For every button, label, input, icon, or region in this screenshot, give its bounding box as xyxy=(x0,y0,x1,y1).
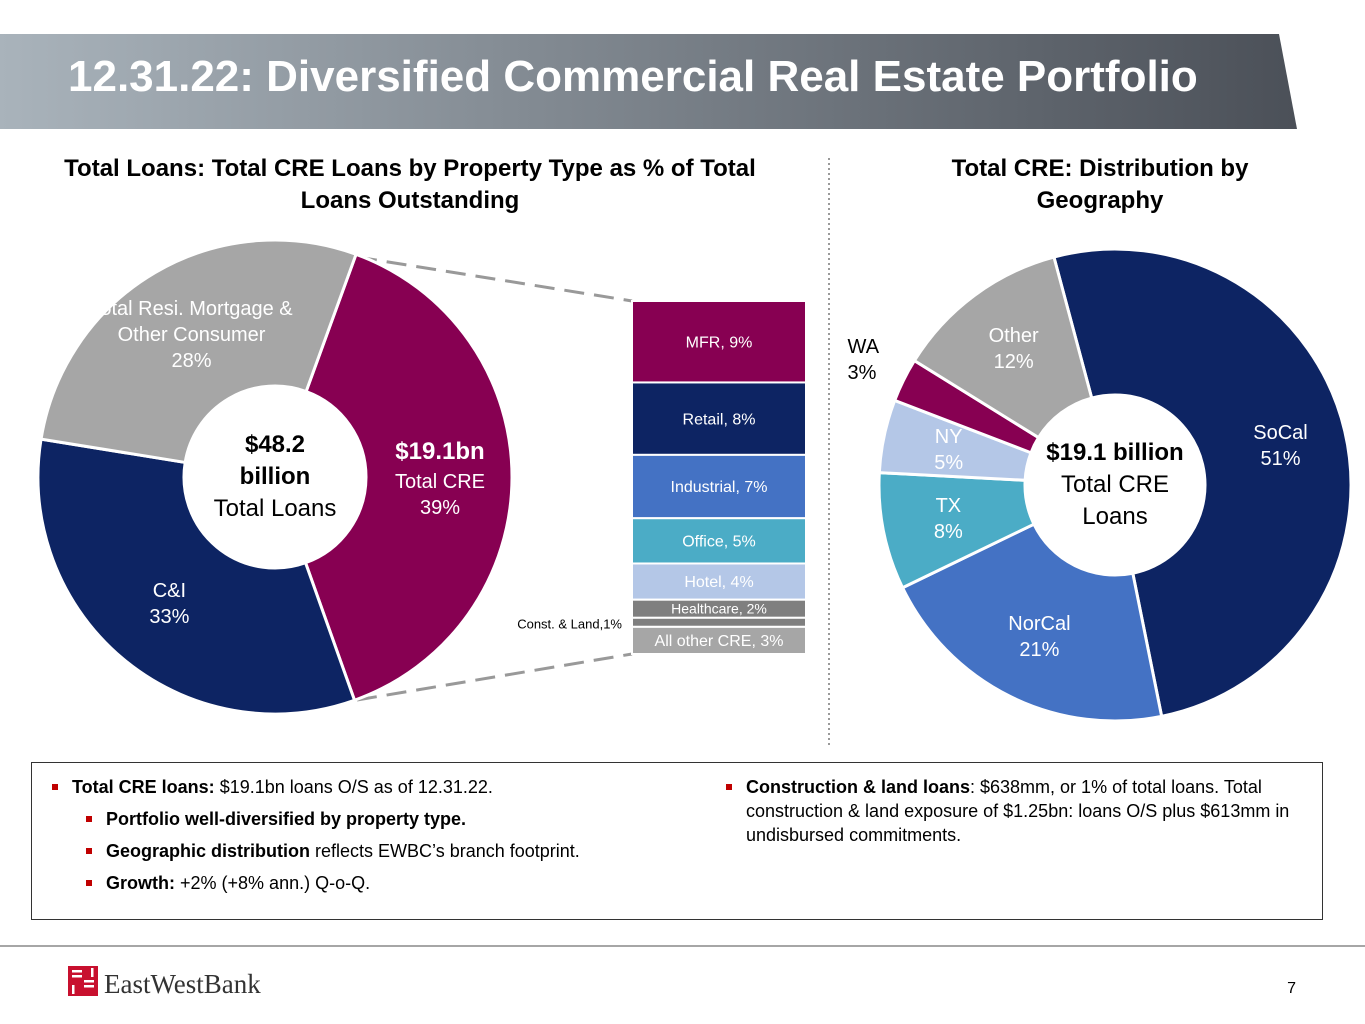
slice xyxy=(303,252,514,703)
value-label: 5% xyxy=(934,451,964,474)
value-label: 33% xyxy=(149,605,190,628)
slice-label: NY 5% xyxy=(934,424,963,476)
value-label: 8% xyxy=(933,520,963,543)
category-label: C&I xyxy=(152,579,187,602)
segment-label: All other CRE, 3% xyxy=(655,633,784,650)
slice-label: WA 3% xyxy=(848,334,879,386)
value-label: 28% xyxy=(171,349,212,372)
bar-segment xyxy=(631,517,807,565)
segment-label: Office, 5% xyxy=(682,533,756,550)
category-label: WA xyxy=(847,336,880,359)
chart-title: Total CRE: Distribution by Geography xyxy=(951,155,1249,214)
category-label: Total Resi. Mortgage & Other Consumer xyxy=(90,297,293,346)
bullet-bold: Construction & land loans xyxy=(746,777,971,797)
category-label: Total CRE xyxy=(394,470,485,493)
bullet-bold: Total CRE loans: xyxy=(72,777,215,797)
category-label: SoCal xyxy=(1253,422,1308,445)
segment-label: MFR, 9% xyxy=(686,334,753,351)
category-label: Other xyxy=(988,324,1039,347)
slice xyxy=(912,255,1094,440)
center-caption: Total Loans xyxy=(213,495,337,522)
logo-text: EastWestBank xyxy=(104,969,261,999)
center-label: $19.1 billion Total CRE Loans xyxy=(1015,437,1215,533)
bar-segment xyxy=(631,453,807,520)
bullet-bold: Growth: xyxy=(106,873,175,893)
slice xyxy=(900,522,1164,723)
bar-segment xyxy=(631,616,807,628)
bullet-text: +2% (+8% ann.) Q-o-Q. xyxy=(175,873,371,893)
bullet-list: Construction & land loans: $638mm, or 1%… xyxy=(726,775,1306,847)
value-label: 21% xyxy=(1019,639,1060,662)
slice-label: NorCal 21% xyxy=(1008,611,1070,663)
connector xyxy=(356,255,633,303)
connector xyxy=(356,652,633,702)
bar-segment xyxy=(631,381,807,456)
slice xyxy=(1052,247,1353,719)
segment-label: Industrial, 7% xyxy=(671,479,768,496)
chart-title: Total Loans: Total CRE Loans by Property… xyxy=(64,155,756,214)
slice-label: TX 8% xyxy=(934,493,963,545)
bullet-text: : $638mm, or 1% of total loans. Total co… xyxy=(746,777,1290,845)
slide-title: 12.31.22: Diversified Commercial Real Es… xyxy=(68,52,1198,101)
callout: $19.1bn xyxy=(395,437,485,465)
category-label: NY xyxy=(934,425,963,448)
center-amount: $19.1 billion xyxy=(1046,439,1184,466)
bullet-text: reflects EWBC’s branch footprint. xyxy=(310,841,580,861)
bullet-bold: Portfolio well-diversified by property t… xyxy=(106,809,467,829)
bullet: Growth: +2% (+8% ann.) Q-o-Q. xyxy=(86,871,692,895)
bar-segment xyxy=(631,300,807,384)
bullet-list: Total CRE loans: $19.1bn loans O/S as of… xyxy=(52,775,692,895)
category-label: TX xyxy=(935,494,962,517)
slice-label: $19.1bn Total CRE 39% xyxy=(395,435,485,521)
slice-label: Total Resi. Mortgage & Other Consumer 28% xyxy=(84,296,299,374)
bullet-bold: Geographic distribution xyxy=(106,841,311,861)
center-label: $48.2 billion Total Loans xyxy=(180,429,370,525)
slice xyxy=(39,238,358,465)
page-number: 7 xyxy=(1287,980,1296,997)
value-label: 39% xyxy=(419,496,460,519)
bullet-text: $19.1bn loans O/S as of 12.31.22. xyxy=(214,777,493,797)
segment-label: Hotel, 4% xyxy=(684,574,753,591)
bullet: Construction & land loans: $638mm, or 1%… xyxy=(726,775,1306,847)
bullet: Total CRE loans: $19.1bn loans O/S as of… xyxy=(52,775,692,799)
segment-label: Healthcare, 2% xyxy=(671,601,767,617)
segment-label: Retail, 8% xyxy=(683,411,756,428)
slice-label: Other 12% xyxy=(989,323,1039,375)
bar-segment xyxy=(631,562,807,601)
center-caption: Total CRE Loans xyxy=(1060,471,1170,530)
segment-label: Const. & Land,1% xyxy=(517,616,622,631)
center-amount: $48.2 billion xyxy=(239,431,311,490)
notes-box: Total CRE loans: $19.1bn loans O/S as of… xyxy=(31,762,1323,920)
value-label: 51% xyxy=(1260,448,1301,471)
bullet: Geographic distribution reflects EWBC’s … xyxy=(86,839,692,863)
bar-segment xyxy=(631,625,807,655)
value-label: 12% xyxy=(993,350,1034,373)
category-label: NorCal xyxy=(1008,613,1071,636)
slice-label: SoCal 51% xyxy=(1253,420,1307,472)
logo-icon xyxy=(68,966,98,996)
bullet: Portfolio well-diversified by property t… xyxy=(86,807,692,831)
header-bar xyxy=(0,34,1297,129)
value-label: 3% xyxy=(847,362,877,385)
slice-label: C&I 33% xyxy=(149,578,189,630)
slice xyxy=(36,437,357,716)
